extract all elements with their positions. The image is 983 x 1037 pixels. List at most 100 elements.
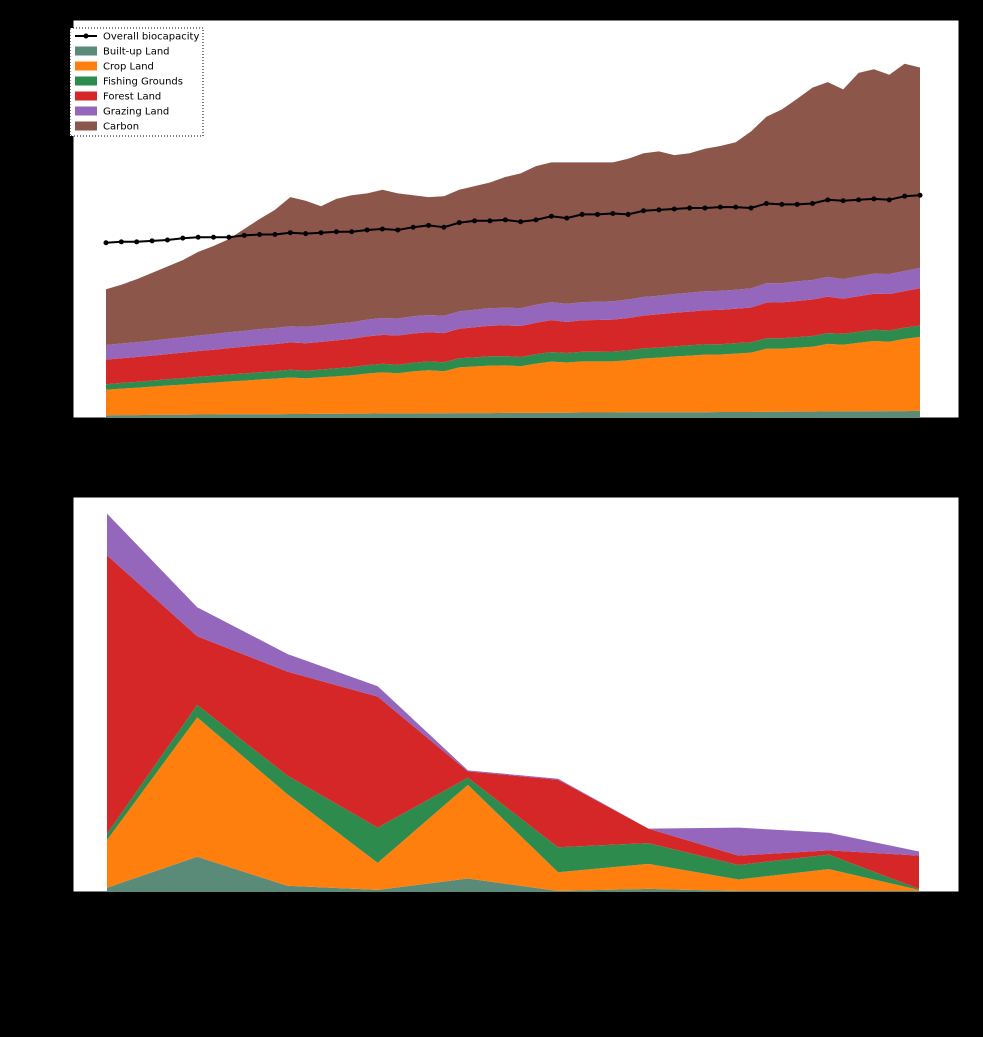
x-tick-label: 1985 <box>470 424 481 449</box>
x-tick-label: 1979 <box>378 424 389 449</box>
x-tick-label: 1971 <box>255 424 266 449</box>
chart-title: Countries with highest absolute Biocapac… <box>333 481 691 495</box>
x-tick-label: 1987 <box>501 424 512 449</box>
biocapacity-marker <box>349 229 354 234</box>
y-tick-label: 1.75 bn <box>28 524 66 535</box>
biocapacity-marker <box>564 216 569 221</box>
x-tick-label: 1962 <box>117 424 128 449</box>
x-tick-label: 1984 <box>455 424 466 449</box>
biocapacity-marker <box>503 217 508 222</box>
x-tick-label: 1991 <box>562 424 573 449</box>
biocapacity-marker <box>119 239 124 244</box>
biocapacity-marker <box>426 223 431 228</box>
y-tick-label: 500 mn <box>28 784 66 795</box>
x-tick-label: 1986 <box>485 424 496 449</box>
biocapacity-marker <box>104 240 109 245</box>
x-tick-label: 1974 <box>301 424 312 449</box>
y-tick-label: 250 mn <box>28 836 66 847</box>
biocapacity-marker <box>534 217 539 222</box>
x-tick-label: 1989 <box>532 424 543 449</box>
x-tick-label: 2008 <box>823 424 834 449</box>
x-tick-label: 1968 <box>209 424 220 449</box>
biocapacity-marker <box>150 238 155 243</box>
x-tick-label: 2001 <box>716 424 727 449</box>
biocapacity-marker <box>180 236 185 241</box>
biocapacity-marker <box>687 206 692 211</box>
biocapacity-marker <box>319 230 324 235</box>
x-tick-label: 1963 <box>132 424 143 449</box>
x-tick-label: 1990 <box>547 424 558 449</box>
x-tick-label: 1966 <box>178 424 189 449</box>
legend-label: Carbon <box>103 122 139 133</box>
x-tick-label: 2007 <box>808 424 819 449</box>
x-tick-label: 2014 <box>916 424 927 449</box>
biocapacity-marker <box>380 227 385 232</box>
legend-swatch-built-up-land <box>75 47 97 56</box>
biocapacity-marker <box>196 235 201 240</box>
biocapacity-marker <box>610 211 615 216</box>
x-tick-label: 1988 <box>516 424 527 449</box>
x-tick-label: 1977 <box>347 424 358 449</box>
biocapacity-marker <box>718 205 723 210</box>
biocapacity-marker <box>795 202 800 207</box>
biocapacity-marker <box>902 194 907 199</box>
biocapacity-marker <box>457 220 462 225</box>
biocapacity-marker <box>825 197 830 202</box>
x-tick-label: 1967 <box>194 424 205 449</box>
x-tick-label: 1981 <box>409 424 420 449</box>
x-tick-label: 2000 <box>700 424 711 449</box>
biocapacity-marker <box>365 227 370 232</box>
biocapacity-marker <box>810 201 815 206</box>
y-tick-label: 0 <box>60 888 66 899</box>
biocapacity-marker <box>211 235 216 240</box>
legend-label: Forest Land <box>103 92 161 103</box>
y-axis-title: Global Hectar <box>6 184 17 253</box>
x-axis-title: Year <box>500 455 523 466</box>
biocapacity-marker <box>441 225 446 230</box>
biocapacity-marker <box>626 212 631 217</box>
x-tick-label: 2010 <box>854 424 865 449</box>
x-tick-label: 2013 <box>900 424 911 449</box>
x-tick-label: 1993 <box>593 424 604 449</box>
legend-swatch-carbon <box>75 122 97 131</box>
y-tick-label: 2.5 bn <box>34 368 66 379</box>
chart-footprint-by-type: 0 2.5 bn 5 bn 7.5 bn 10 bn 12.5 bn 15 bn 17.5 b… <box>6 5 959 466</box>
x-tick-label: 1999 <box>685 424 696 449</box>
biocapacity-marker <box>242 233 247 238</box>
biocapacity-marker <box>165 237 170 242</box>
x-tick-label: 2009 <box>839 424 850 449</box>
y-tick-label: 15 bn <box>37 140 66 151</box>
biocapacity-marker <box>487 218 492 223</box>
y-tick-label: 10 bn <box>37 231 66 242</box>
legend-label: Fishing Grounds <box>103 77 183 88</box>
x-tick-label: 1997 <box>654 424 665 449</box>
biocapacity-marker <box>841 198 846 203</box>
x-tick-label: 2002 <box>731 424 742 449</box>
legend-swatch-fishing-grounds <box>75 77 97 86</box>
x-tick-label: 1994 <box>608 424 619 449</box>
y-tick-label: 1.25 bn <box>28 628 66 639</box>
x-tick-label: 2011 <box>869 424 880 449</box>
biocapacity-marker <box>472 218 477 223</box>
y-tick-label: 17.5 bn <box>28 94 66 105</box>
biocapacity-marker <box>749 206 754 211</box>
x-tick-label: 1964 <box>148 424 159 449</box>
x-tick-label: 1995 <box>624 424 635 449</box>
biocapacity-marker <box>334 229 339 234</box>
x-tick-label: 2006 <box>793 424 804 449</box>
biocapacity-marker <box>871 196 876 201</box>
biocapacity-marker <box>549 214 554 219</box>
legend-swatch-crop-land <box>75 62 97 71</box>
x-tick-label: 1973 <box>286 424 297 449</box>
y-tick-label: 750 mn <box>28 732 66 743</box>
biocapacity-marker <box>288 230 293 235</box>
y-tick-label: 20 bn <box>37 48 66 59</box>
x-tick-label: 1978 <box>363 424 374 449</box>
biocapacity-marker <box>595 212 600 217</box>
biocapacity-marker <box>411 225 416 230</box>
x-tick-label: 2004 <box>762 424 773 449</box>
x-tick-label: 2003 <box>747 424 758 449</box>
biocapacity-marker <box>918 193 923 198</box>
biocapacity-marker <box>272 232 277 237</box>
